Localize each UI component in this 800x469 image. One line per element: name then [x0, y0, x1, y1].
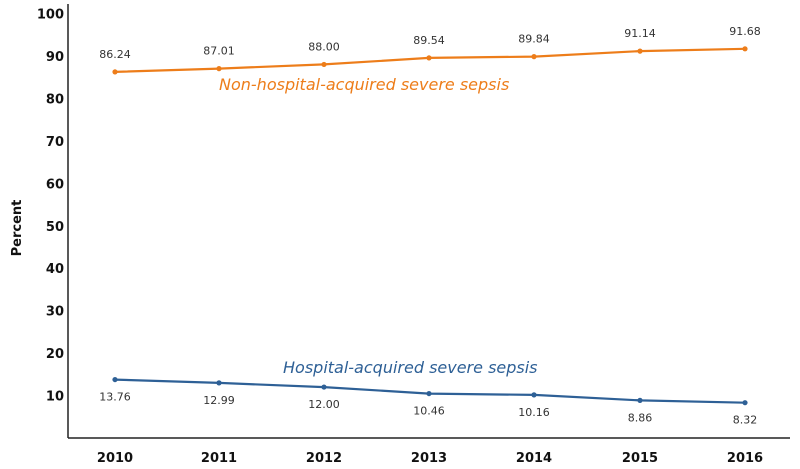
data-point [531, 392, 537, 398]
data-label: 8.32 [733, 414, 758, 427]
x-tick-labels: 2010 2011 2012 2013 2014 2015 2016 [97, 451, 763, 466]
series-hospital-acquired: 13.76 12.99 12.00 10.46 10.16 8.86 8.32 [99, 376, 758, 427]
x-tick-label: 2013 [411, 451, 447, 466]
y-axis-label: Percent [10, 200, 25, 257]
x-tick-label: 2010 [97, 451, 133, 466]
data-point [321, 61, 327, 68]
data-point [531, 54, 537, 60]
data-label: 91.14 [624, 27, 656, 40]
data-label: 87.01 [203, 45, 235, 58]
data-label: 91.68 [729, 25, 761, 38]
data-point [426, 390, 432, 397]
data-point [637, 48, 643, 54]
data-label: 89.84 [518, 33, 550, 46]
series-non-hospital-acquired: 86.24 87.01 88.00 89.54 89.84 91.14 91.68 [99, 25, 761, 75]
data-point [321, 384, 327, 390]
data-point [112, 69, 118, 75]
data-point [426, 55, 432, 61]
series-group: 86.24 87.01 88.00 89.54 89.84 91.14 91.68 13.76… [99, 25, 761, 427]
data-point [216, 380, 222, 386]
y-tick-label: 40 [46, 262, 64, 277]
data-label: 12.99 [203, 394, 235, 407]
y-tick-label: 90 [46, 50, 64, 65]
data-label: 13.76 [99, 391, 131, 404]
y-tick-label: 100 [37, 8, 64, 23]
data-label: 8.86 [628, 411, 653, 424]
data-point [637, 397, 643, 403]
y-tick-labels: 10 20 30 40 50 60 70 80 90 100 [37, 8, 64, 405]
data-label: 10.46 [413, 405, 445, 418]
x-tick-label: 2016 [727, 451, 763, 466]
data-point [112, 376, 118, 383]
x-tick-label: 2015 [622, 451, 658, 466]
y-tick-label: 30 [46, 305, 64, 320]
y-tick-label: 50 [46, 220, 64, 235]
x-tick-label: 2012 [306, 451, 342, 466]
y-tick-label: 20 [46, 347, 64, 362]
data-label: 89.54 [413, 34, 445, 47]
data-point [216, 66, 222, 72]
data-label: 86.24 [99, 48, 131, 61]
data-point [742, 46, 748, 52]
axes [67, 4, 790, 439]
series-annotation-non-hospital: Non-hospital-acquired severe sepsis [219, 75, 509, 94]
y-tick-label: 10 [46, 390, 64, 405]
series-annotations: Non-hospital-acquired severe sepsis Hosp… [219, 75, 538, 377]
data-label: 88.00 [308, 40, 340, 53]
y-tick-label: 70 [46, 135, 64, 150]
x-tick-label: 2011 [201, 451, 237, 466]
y-tick-label: 60 [46, 177, 64, 192]
series-annotation-hospital: Hospital-acquired severe sepsis [283, 358, 538, 377]
y-tick-label: 80 [46, 92, 64, 107]
data-label: 10.16 [518, 406, 550, 419]
data-point [742, 400, 748, 406]
x-tick-label: 2014 [516, 451, 552, 466]
data-label: 12.00 [308, 398, 340, 411]
